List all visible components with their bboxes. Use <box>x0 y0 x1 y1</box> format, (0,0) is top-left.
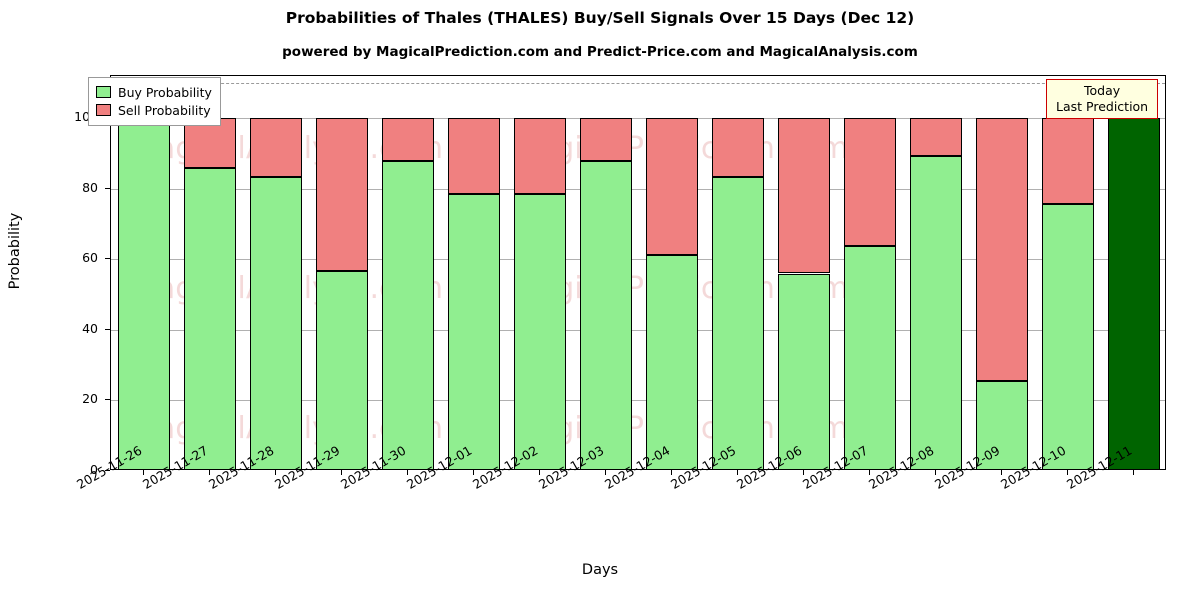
x-tick-mark <box>473 470 474 475</box>
bar-segment-sell <box>646 118 698 255</box>
gridline <box>111 329 1165 331</box>
bar-segment-sell <box>316 118 368 272</box>
bar-group[interactable] <box>844 76 896 469</box>
chart-subtitle: powered by MagicalPrediction.com and Pre… <box>282 44 918 60</box>
x-tick-mark <box>935 470 936 475</box>
y-tick-label: 80 <box>82 179 98 195</box>
legend-label-sell: Sell Probability <box>118 102 211 118</box>
bar-segment-buy <box>844 245 896 469</box>
bar-segment-buy <box>382 160 434 469</box>
bar-segment-buy <box>910 155 962 469</box>
bar-segment-buy <box>184 167 236 469</box>
bar-segment-sell <box>184 118 236 168</box>
bar-group[interactable] <box>976 76 1028 469</box>
bar-segment-buy <box>646 254 698 469</box>
legend-item-buy: Buy Probability <box>96 83 212 101</box>
bar-segment-sell <box>514 118 566 194</box>
bar-group[interactable] <box>448 76 500 469</box>
today-annotation: Today Last Prediction <box>1046 79 1159 119</box>
gridline <box>111 400 1165 402</box>
gridline <box>111 259 1165 261</box>
bar-segment-sell <box>712 118 764 178</box>
x-tick-mark <box>869 470 870 475</box>
bar-group[interactable] <box>118 76 170 469</box>
bar-segment-today <box>1108 118 1160 469</box>
bar-group[interactable] <box>1042 76 1094 469</box>
x-tick-mark <box>275 470 276 475</box>
bar-group[interactable] <box>514 76 566 469</box>
bar-segment-buy <box>712 177 764 469</box>
x-tick-mark <box>209 470 210 475</box>
bar-segment-sell <box>1042 118 1094 204</box>
today-annotation-line1: Today <box>1083 83 1121 98</box>
bar-segment-sell <box>910 118 962 156</box>
bar-segment-sell <box>382 118 434 161</box>
y-tick-label: 60 <box>82 250 98 266</box>
bar-group[interactable] <box>316 76 368 469</box>
bar-segment-sell <box>448 118 500 194</box>
y-tick-label: 20 <box>82 391 98 407</box>
bar-segment-buy <box>250 177 302 469</box>
bar-segment-buy <box>448 193 500 469</box>
y-tick-label: 40 <box>82 320 98 336</box>
x-tick-mark <box>407 470 408 475</box>
legend-label-buy: Buy Probability <box>118 84 212 100</box>
bar-segment-sell <box>250 118 302 178</box>
x-tick-mark <box>1001 470 1002 475</box>
bar-segment-sell <box>976 118 1028 382</box>
bar-segment-sell <box>580 118 632 161</box>
legend-item-sell: Sell Probability <box>96 101 212 119</box>
bar-group[interactable] <box>910 76 962 469</box>
bar-segment-buy <box>580 160 632 469</box>
y-tick-mark <box>105 328 110 330</box>
y-tick-mark <box>105 187 110 189</box>
x-tick-mark <box>671 470 672 475</box>
plot-area: MagicalAnalysis.comMagicalPrediction.com… <box>110 75 1166 470</box>
y-tick-mark <box>105 470 110 471</box>
legend: Buy Probability Sell Probability <box>88 77 221 126</box>
bar-group[interactable] <box>646 76 698 469</box>
x-tick-mark <box>1067 470 1068 475</box>
x-tick-mark <box>605 470 606 475</box>
x-tick-mark <box>143 470 144 475</box>
x-tick-mark <box>803 470 804 475</box>
legend-swatch-buy-icon <box>96 86 111 98</box>
today-annotation-line2: Last Prediction <box>1056 98 1149 114</box>
y-tick-label: 0 <box>90 462 98 477</box>
bar-segment-buy <box>976 381 1028 469</box>
bar-segment-buy <box>1042 204 1094 469</box>
page-title: Probabilities of Thales (THALES) Buy/Sel… <box>285 9 915 27</box>
x-tick-mark <box>737 470 738 475</box>
bar-group[interactable] <box>184 76 236 469</box>
bar-group[interactable] <box>712 76 764 469</box>
bar-segment-buy <box>316 271 368 469</box>
bar-segment-buy <box>778 273 830 469</box>
legend-swatch-sell-icon <box>96 104 111 116</box>
bar-group[interactable] <box>778 76 830 469</box>
reference-dashed-line <box>111 83 1165 85</box>
bar-group[interactable] <box>1108 76 1160 469</box>
bar-group[interactable] <box>382 76 434 469</box>
bar-group[interactable] <box>250 76 302 469</box>
bar-segment-buy <box>514 193 566 469</box>
x-tick-mark <box>1133 470 1134 475</box>
bar-segment-buy <box>118 118 170 469</box>
gridline <box>111 118 1165 120</box>
x-tick-mark <box>539 470 540 475</box>
y-axis-label: Probability <box>7 212 23 290</box>
y-tick-mark <box>105 258 110 260</box>
gridline <box>111 188 1165 190</box>
y-tick-mark <box>105 399 110 401</box>
bar-segment-sell <box>778 118 830 274</box>
x-tick-mark <box>341 470 342 475</box>
x-axis-label: Days <box>581 562 619 578</box>
bar-group[interactable] <box>580 76 632 469</box>
bar-segment-sell <box>844 118 896 246</box>
